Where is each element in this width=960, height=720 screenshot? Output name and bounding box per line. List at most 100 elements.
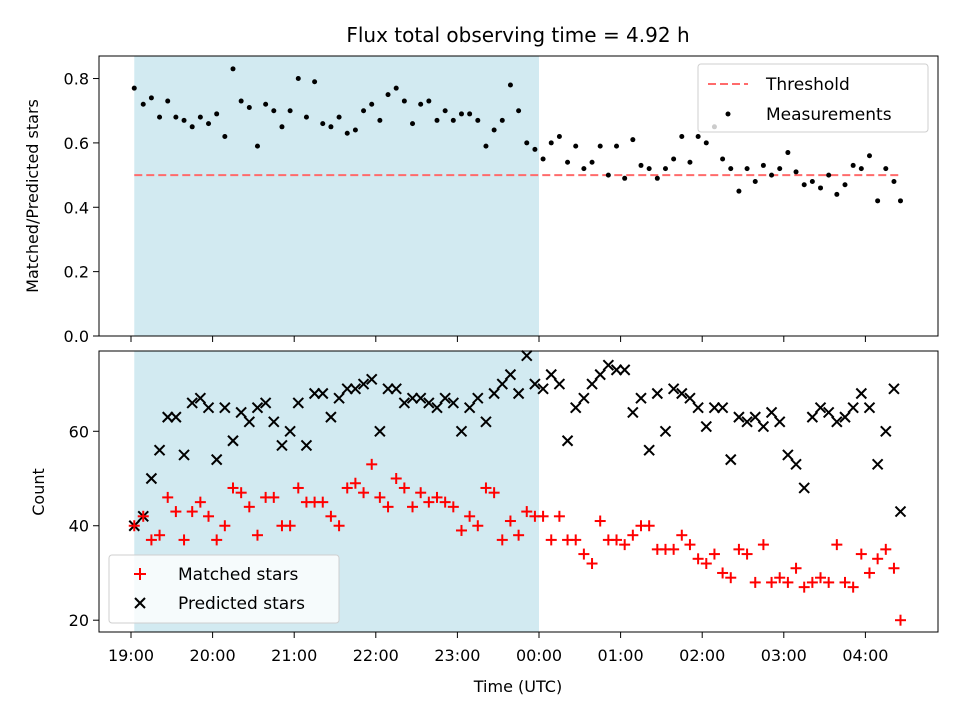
measurement-point xyxy=(410,121,416,127)
measurement-point xyxy=(826,172,832,178)
predicted-star-point xyxy=(537,383,549,395)
matched-star-point xyxy=(692,553,704,565)
predicted-star-point xyxy=(382,383,394,395)
matched-star-point xyxy=(439,496,451,508)
predicted-star-point xyxy=(782,449,794,461)
top-y-axis: 0.0 0.2 0.4 0.6 0.8 xyxy=(64,70,99,346)
matched-star-point xyxy=(317,496,329,508)
matched-star-point xyxy=(839,576,851,588)
x-tick-label: 21:00 xyxy=(271,646,317,665)
measurement-point xyxy=(458,111,464,117)
matched-star-point xyxy=(790,562,802,574)
measurement-point xyxy=(565,159,571,165)
predicted-star-point xyxy=(374,425,386,437)
predicted-star-point xyxy=(798,482,810,494)
measurement-point xyxy=(434,117,440,123)
measurement-point xyxy=(875,198,881,204)
matched-star-point xyxy=(586,558,598,570)
matched-star-points xyxy=(128,458,906,626)
matched-star-point xyxy=(627,529,639,541)
predicted-star-point xyxy=(276,439,288,452)
predicted-star-point xyxy=(586,378,598,390)
matched-star-point xyxy=(831,539,843,551)
measurement-point xyxy=(401,98,407,104)
predicted-star-point xyxy=(570,401,582,414)
measurement-point xyxy=(369,101,375,107)
x-tick-label: 01:00 xyxy=(598,646,644,665)
measurement-point xyxy=(214,111,220,117)
measurement-point xyxy=(646,166,652,172)
measurement-point xyxy=(801,182,807,188)
measurement-point xyxy=(752,179,758,185)
measurement-point xyxy=(850,162,856,168)
matched-star-point xyxy=(757,539,769,551)
measurement-point xyxy=(279,124,285,130)
measurement-point xyxy=(695,133,701,139)
measurement-point xyxy=(426,98,432,104)
matched-star-point xyxy=(521,506,533,518)
measurement-point xyxy=(662,166,668,172)
matched-star-point xyxy=(668,543,680,555)
predicted-star-point xyxy=(790,458,802,471)
measurement-point xyxy=(295,76,301,82)
predicted-star-point xyxy=(676,387,688,400)
legend-measurements-label: Measurements xyxy=(766,105,892,125)
matched-star-point xyxy=(333,520,345,532)
legend-threshold-label: Threshold xyxy=(765,75,850,95)
predicted-star-point xyxy=(651,387,664,400)
matched-star-point xyxy=(227,482,239,494)
predicted-star-point xyxy=(308,387,321,400)
measurement-point xyxy=(760,162,766,168)
top-y-tick-label: 0.6 xyxy=(64,134,89,153)
predicted-star-point xyxy=(659,425,672,437)
matched-star-point xyxy=(888,562,900,574)
measurement-point xyxy=(736,188,742,194)
measurement-point xyxy=(769,172,775,178)
measurement-point xyxy=(556,133,562,139)
matched-star-point xyxy=(798,581,810,593)
matched-star-point xyxy=(855,548,867,560)
predicted-star-point xyxy=(390,383,402,395)
predicted-star-point xyxy=(480,416,492,428)
measurement-point xyxy=(589,159,595,165)
matched-star-point xyxy=(894,614,906,626)
measurement-point xyxy=(361,108,367,114)
matched-star-point xyxy=(162,491,174,503)
bottom-x-axis: 19:00 20:00 21:00 22:00 23:00 00:00 01:00 02:00… xyxy=(108,632,888,665)
predicted-star-point xyxy=(814,401,827,414)
matched-star-point xyxy=(815,572,827,584)
top-legend: Threshold Measurements xyxy=(697,63,929,133)
matched-star-point xyxy=(496,534,508,546)
chart-title: Flux total observing time = 4.92 h xyxy=(346,23,689,47)
measurement-point xyxy=(246,104,252,110)
matched-star-point xyxy=(128,520,140,532)
measurement-points xyxy=(131,66,903,204)
measurement-point xyxy=(491,127,497,133)
bottom-y-tick-label: 20 xyxy=(69,611,89,630)
predicted-star-point xyxy=(725,453,737,466)
measurement-point xyxy=(263,101,269,107)
measurement-point xyxy=(630,137,636,143)
matched-star-point xyxy=(700,558,712,570)
predicted-star-point xyxy=(594,368,606,381)
predicted-star-point xyxy=(757,420,770,433)
matched-star-point xyxy=(823,576,835,588)
measurement-point xyxy=(516,108,522,114)
predicted-star-point xyxy=(822,406,835,419)
matched-star-point xyxy=(464,510,476,522)
predicted-star-point xyxy=(186,397,198,409)
predicted-star-point xyxy=(692,401,704,414)
predicted-star-point xyxy=(325,411,337,423)
matched-star-point xyxy=(251,529,263,541)
matched-star-point xyxy=(145,534,157,546)
predicted-star-point xyxy=(268,416,280,428)
predicted-star-point xyxy=(667,383,680,395)
predicted-star-point xyxy=(521,350,533,362)
measurement-point xyxy=(842,182,848,188)
matched-star-point xyxy=(717,567,729,579)
predicted-star-point xyxy=(414,392,427,404)
matched-star-point xyxy=(863,567,875,579)
measurement-point xyxy=(181,117,187,123)
predicted-star-point xyxy=(716,401,729,414)
matched-star-point xyxy=(676,529,688,541)
